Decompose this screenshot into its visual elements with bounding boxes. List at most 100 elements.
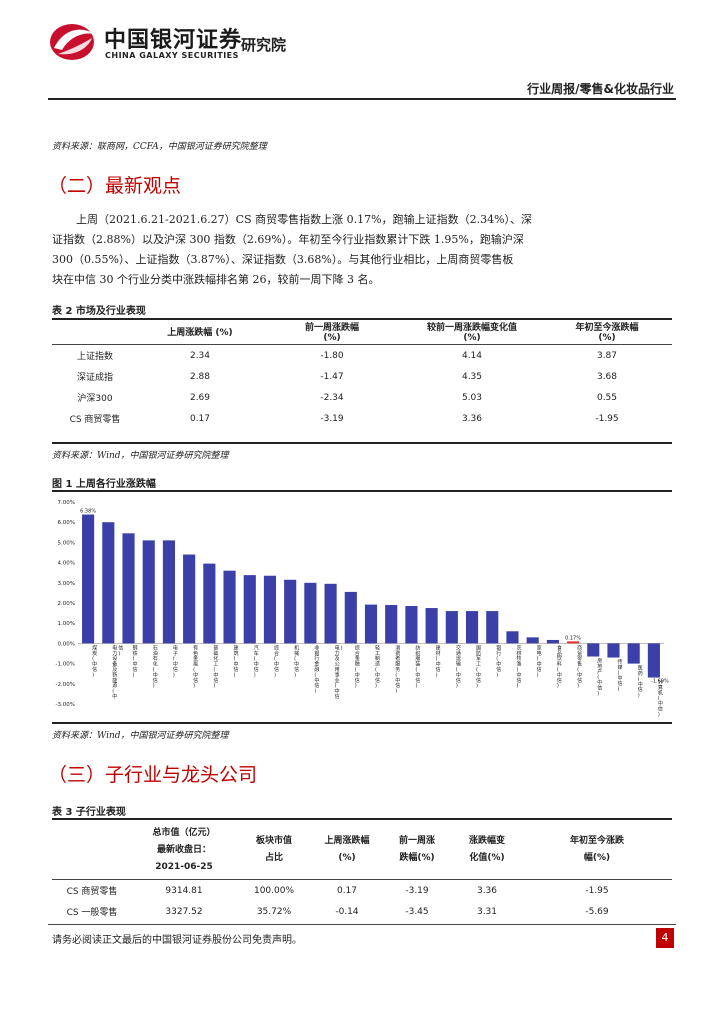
x-tick-char: ( <box>516 667 518 673</box>
x-tick-char: 信 <box>395 682 400 689</box>
x-tick-char: ( <box>638 676 640 682</box>
x-tick-char: 饮 <box>557 655 562 662</box>
source-top: 资料来源：联商网，CCFA，中国银河证券研究院整理 <box>52 142 267 152</box>
section2-title: （二）最新观点 <box>48 175 182 197</box>
x-tick-char: 中 <box>294 661 299 668</box>
x-tick-label: 有色金属(中信) <box>193 644 198 689</box>
table-cell: 0.55 <box>596 392 618 403</box>
figure1-topline <box>52 490 672 492</box>
table-header-cell: 总市值（亿元） 最新收盘日： 2021-06-25 <box>132 822 236 878</box>
table-header-cell: 涨跌幅变 化值(%) <box>452 822 522 878</box>
header-line: 前一周涨跌幅 <box>304 323 359 333</box>
chart-bar <box>102 522 115 644</box>
table2-topline <box>52 318 672 320</box>
x-tick-char: 信 <box>274 666 279 673</box>
table-cell: 0.17 <box>189 413 211 424</box>
x-tick-char: 机 <box>658 689 663 696</box>
chart-bar <box>567 641 580 644</box>
x-tick-char: 算 <box>658 684 663 691</box>
x-tick-char: 金 <box>314 661 319 668</box>
x-tick-char: 信 <box>118 644 123 651</box>
figure1-title: 图 1 上周各行业涨跌幅 <box>52 479 156 490</box>
page-number: 4 <box>656 928 674 948</box>
row-label: CS 商贸零售 <box>69 415 121 425</box>
x-tick-char: 属 <box>193 662 198 668</box>
data-label: 6.38% <box>80 509 96 515</box>
table-cell: -3.19 <box>405 885 429 896</box>
x-tick-char: 信 <box>537 666 542 673</box>
x-tick-char: 中 <box>375 671 380 678</box>
x-tick-char: 械 <box>294 650 299 657</box>
x-tick-label: 电力及公用事业(中信) <box>335 644 343 700</box>
x-tick-label: 食品饮料(中信) <box>557 644 562 689</box>
paragraph-line: 300（0.55%）、上证指数（3.87%）、深证指数（3.68%）。与其他行业… <box>52 253 514 266</box>
x-tick-char: 药 <box>638 670 643 677</box>
logo-en-text: CHINA GALAXY SECURITIES <box>105 51 239 60</box>
x-tick-char: 用 <box>335 667 340 673</box>
x-tick-label: 商贸零售(中信) <box>577 644 582 689</box>
x-tick-char: 信 <box>577 677 582 684</box>
industry-change-chart: 7.00% 6.00% 5.00% 4.00% 3.00% 2.00% 1.00% 0.00%… <box>56 500 669 718</box>
x-tick-label: 计算机(中信) <box>658 679 663 718</box>
x-tick-char: 中 <box>436 661 441 668</box>
chart-bar <box>486 611 499 644</box>
x-tick-char: 信 <box>597 685 602 692</box>
x-tick-char: 铁 <box>133 650 138 657</box>
x-tick-label: 农林牧渔(中信) <box>516 644 521 689</box>
x-tick-char: 中 <box>516 671 521 678</box>
x-tick-char: ( <box>355 667 357 673</box>
x-tick-label: 基础化工(中信) <box>213 644 218 689</box>
x-tick-char: 信 <box>234 666 239 673</box>
x-tick-char: 煤 <box>92 644 97 651</box>
header-line: (%) <box>338 853 356 863</box>
x-tick-char: ) <box>375 683 377 689</box>
x-tick-char: 电 <box>537 650 542 657</box>
x-tick-char: ( <box>112 689 114 695</box>
x-tick-char: 有 <box>193 644 198 651</box>
table-header-cell: 板块市值 占比 <box>236 822 312 878</box>
x-tick-char: 装 <box>415 661 420 668</box>
x-tick-char: ( <box>173 656 175 662</box>
x-tick-char: 信 <box>415 677 420 684</box>
table-header-cell <box>52 822 132 878</box>
x-tick-char: 中 <box>335 688 340 695</box>
paragraph-line: 证指数（2.88%）以及沪深 300 指数（2.69%）。年初至今行业指数累计下… <box>52 233 524 246</box>
x-tick-char: 炭 <box>92 650 97 657</box>
x-tick-char: 信 <box>436 666 441 673</box>
table-cell: -3.19 <box>320 413 344 424</box>
y-tick-label: 1.00% <box>58 621 75 627</box>
footer-disclaimer: 请务必阅读正文最后的中国银河证券股份公司免责声明。 <box>52 935 302 946</box>
x-tick-char: ) <box>234 672 236 678</box>
chart-bar <box>627 643 640 664</box>
chart-bar <box>304 582 317 644</box>
x-tick-char: ) <box>294 672 296 678</box>
table-header-cell: 较前一周涨跌幅变化值 (%) <box>402 320 542 343</box>
table-header-cell: 上周涨跌幅 (%) <box>312 822 382 878</box>
institute-label: 研究院 <box>241 36 287 54</box>
x-tick-char: 信 <box>496 666 501 673</box>
x-tick-char: 筑 <box>234 650 239 657</box>
x-tick-char: 商 <box>577 644 582 651</box>
x-tick-char: ) <box>173 672 175 678</box>
chart-bar <box>284 579 297 644</box>
x-tick-char: 医 <box>638 666 643 672</box>
table-cell: 2.34 <box>189 350 211 361</box>
x-tick-char: 轻 <box>375 644 380 651</box>
x-tick-char: 汽 <box>254 644 259 651</box>
y-tick-label: 7.00% <box>58 500 75 506</box>
table-row: 沪深300 2.69 -2.34 5.03 0.55 <box>52 387 672 408</box>
x-tick-char: 中 <box>658 700 663 707</box>
x-tick-label: 银行(中信) <box>496 644 501 678</box>
x-tick-char: 信 <box>92 666 97 673</box>
x-tick-char: ) <box>415 683 417 689</box>
table-row: 深证成指 2.88 -1.47 4.35 3.68 <box>52 366 672 387</box>
table-row: CS 一般零售 3327.52 35.72% -0.14 -3.45 3.31 … <box>52 901 672 922</box>
x-tick-char: ) <box>638 693 640 699</box>
x-tick-char: 产 <box>597 668 602 675</box>
x-tick-char: 行 <box>496 650 501 657</box>
y-tick-label: -1.00% <box>56 662 75 668</box>
x-tick-char: 信 <box>193 677 198 684</box>
chart-bar <box>324 583 337 644</box>
header-line: 跌幅(%) <box>399 853 435 863</box>
table-cell: -0.14 <box>335 906 359 917</box>
